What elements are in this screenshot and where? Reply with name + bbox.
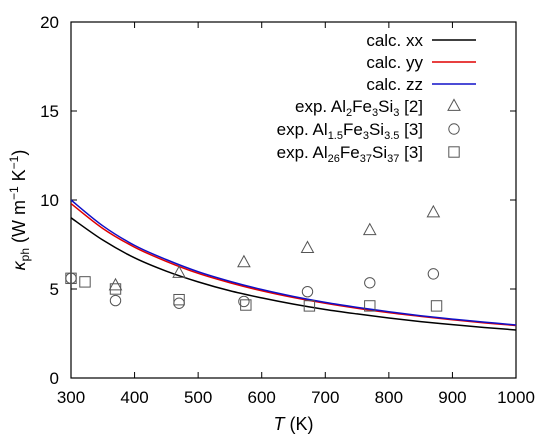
- legend-marker-circle: [448, 123, 460, 135]
- data-point-triangle: [426, 204, 441, 218]
- y-axis-label: κph (W m−1 K−1): [7, 150, 32, 271]
- data-point-square: [109, 283, 122, 295]
- data-point-circle: [238, 295, 250, 308]
- data-point-square: [65, 272, 77, 285]
- data-point-circle: [301, 285, 314, 298]
- x-tick-label: 1000: [497, 388, 535, 407]
- line-layer: [71, 199, 516, 331]
- data-point-circle: [364, 277, 376, 289]
- data-point-triangle: [172, 265, 186, 278]
- x-tick-label: 800: [375, 388, 403, 407]
- x-tick-label: 900: [438, 388, 466, 407]
- data-point-square: [173, 293, 185, 306]
- y-tick-label: 20: [40, 13, 59, 32]
- data-point-triangle: [237, 254, 251, 268]
- data-point-triangle: [362, 222, 377, 236]
- data-point-square: [240, 299, 252, 311]
- data-point-circle: [427, 268, 440, 280]
- x-tick-label: 300: [57, 388, 85, 407]
- legend-label-square: exp. Al26Fe37Si37 [3]: [277, 143, 423, 165]
- legend-label-circle: exp. Al1.5Fe3Si3.5 [3]: [277, 120, 423, 142]
- series-line-xx: [71, 217, 516, 331]
- series-line-yy: [71, 202, 516, 327]
- data-point-circle: [109, 294, 122, 307]
- legend-label-yy: calc. yy: [366, 53, 423, 72]
- data-point-triangle: [300, 240, 315, 253]
- series-line-zz: [71, 199, 516, 326]
- y-tick-label: 0: [50, 369, 59, 388]
- data-point-square: [364, 300, 376, 312]
- point-layer: [65, 204, 443, 312]
- axis-label-layer: T (K) κph (W m−1 K−1): [7, 150, 314, 434]
- y-tick-label: 15: [40, 102, 59, 121]
- x-tick-label: 500: [184, 388, 212, 407]
- legend-marker-triangle: [447, 98, 461, 111]
- tick-layer: 300 400 500 600 700 800 900 1000 0 5 10 15 20: [40, 13, 535, 407]
- y-tick-label: 10: [40, 191, 59, 210]
- legend-label-triangle: exp. Al2Fe3Si3 [2]: [295, 97, 423, 119]
- x-tick-label: 400: [120, 388, 148, 407]
- legend: calc. xx calc. yy calc. zz exp. Al2Fe3Si3 […: [277, 31, 476, 165]
- x-tick-label: 700: [311, 388, 339, 407]
- legend-label-xx: calc. xx: [366, 31, 423, 50]
- data-point-circle: [173, 297, 185, 309]
- x-axis-label: T (K): [274, 414, 314, 434]
- x-tick-label: 600: [248, 388, 276, 407]
- y-tick-label: 5: [50, 280, 59, 299]
- data-point-square: [79, 276, 91, 288]
- data-point-triangle: [108, 277, 123, 291]
- data-point-square: [303, 300, 316, 312]
- legend-marker-square: [448, 146, 460, 158]
- legend-label-zz: calc. zz: [366, 75, 423, 94]
- data-point-square: [430, 300, 443, 312]
